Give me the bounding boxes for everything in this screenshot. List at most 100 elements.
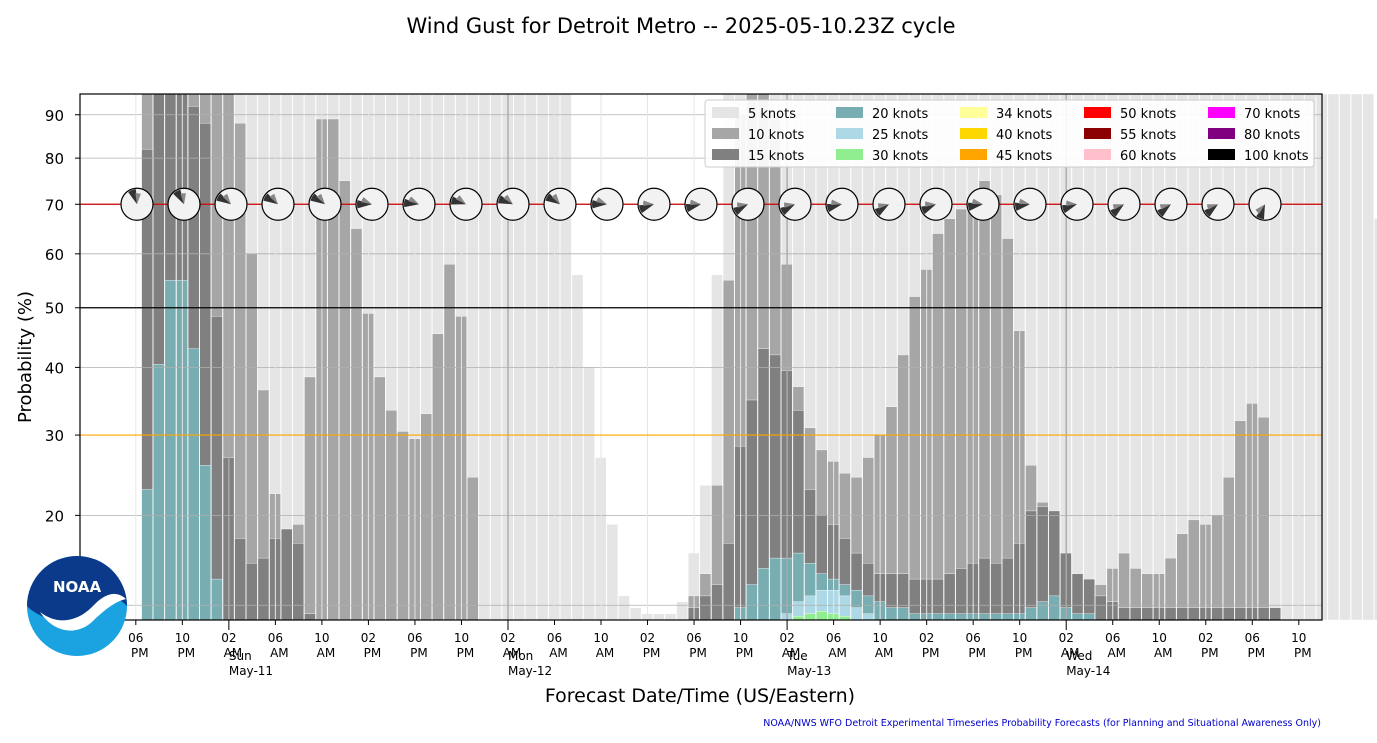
legend-label: 60 knots	[1120, 149, 1176, 164]
bar	[1118, 607, 1130, 621]
bar	[1362, 93, 1375, 621]
bar	[932, 613, 944, 621]
x-tick-ampm: PM	[1201, 646, 1219, 660]
bar	[280, 528, 293, 621]
legend-swatch	[836, 107, 863, 118]
x-tick-hour: 02	[361, 631, 376, 645]
bar	[525, 93, 537, 621]
bar	[1129, 607, 1142, 621]
x-tick-ampm: AM	[1154, 646, 1173, 660]
legend-label: 50 knots	[1120, 107, 1176, 122]
x-tick-ampm: AM	[270, 646, 289, 660]
bar	[1083, 93, 1095, 621]
legend-label: 20 knots	[872, 107, 928, 122]
bar	[304, 613, 316, 621]
y-axis-label: Probability (%)	[15, 291, 36, 423]
bar	[571, 274, 584, 621]
legend-swatch	[712, 149, 739, 160]
x-tick-day: Mon	[508, 649, 533, 663]
bar	[513, 93, 526, 621]
x-tick-ampm: PM	[736, 646, 754, 660]
x-tick-ampm: PM	[1247, 646, 1265, 660]
x-tick-hour: 10	[1291, 631, 1306, 645]
x-tick-ampm: PM	[364, 646, 382, 660]
x-tick-day: Tue	[786, 649, 808, 663]
legend: 5 knots 10 knots 15 knots 20 knots 25 knots 3…	[704, 99, 1315, 168]
y-tick-label: 60	[45, 246, 64, 264]
bar	[943, 613, 956, 621]
x-tick-day: Wed	[1066, 649, 1092, 663]
x-tick-ampm: AM	[1107, 646, 1126, 660]
bar	[1234, 607, 1247, 621]
wind-direction-markers	[120, 187, 1282, 221]
footer-credit: NOAA/NWS WFO Detroit Experimental Timese…	[763, 718, 1321, 729]
bar	[815, 611, 828, 621]
bar	[1071, 573, 1084, 621]
bar	[1257, 607, 1270, 621]
x-axis-label: Forecast Date/Time (US/Eastern)	[545, 685, 855, 707]
bar	[664, 613, 677, 621]
bar	[443, 264, 456, 621]
bar	[153, 364, 165, 621]
x-tick-hour: 10	[733, 631, 748, 645]
x-tick-ampm: PM	[457, 646, 475, 660]
bar	[397, 431, 409, 621]
bar	[1002, 557, 1014, 621]
legend-swatch	[712, 107, 739, 118]
bar	[490, 93, 502, 621]
legend-swatch	[1208, 128, 1235, 139]
bar	[1269, 93, 1281, 621]
bar	[978, 613, 991, 621]
bar	[757, 568, 770, 621]
wind-direction-marker	[778, 187, 812, 221]
legend-label: 15 knots	[748, 149, 804, 164]
bar	[955, 208, 967, 621]
x-tick-ampm: AM	[596, 646, 615, 660]
bar	[374, 376, 386, 621]
bar	[955, 568, 967, 621]
legend-swatch	[1084, 149, 1111, 160]
legend-label: 34 knots	[996, 107, 1052, 122]
bar	[583, 367, 595, 621]
bar	[1211, 607, 1223, 621]
x-tick-day: May-14	[1066, 664, 1110, 678]
wind-direction-marker	[1248, 187, 1282, 221]
x-tick-hour: 02	[640, 631, 655, 645]
bar	[211, 316, 223, 621]
bar	[1269, 607, 1281, 621]
y-tick-label: 30	[45, 427, 64, 445]
y-axis: 20 30 40 50 60 70 80 90	[45, 107, 80, 525]
bar	[862, 613, 874, 621]
legend-swatch	[960, 128, 987, 139]
wind-direction-marker	[496, 187, 530, 221]
x-tick-hour: 10	[1152, 631, 1167, 645]
bar	[897, 607, 909, 621]
bar	[629, 607, 642, 621]
wind-direction-marker	[637, 187, 671, 221]
bar	[1350, 93, 1363, 621]
bar	[211, 578, 223, 621]
x-tick-hour: 10	[872, 631, 887, 645]
legend-label: 25 knots	[872, 128, 928, 143]
legend-label: 40 knots	[996, 128, 1052, 143]
legend-swatch	[836, 128, 863, 139]
bar	[1223, 477, 1235, 621]
bar	[1071, 613, 1084, 621]
bar	[1257, 417, 1270, 621]
x-tick-hour: 06	[966, 631, 981, 645]
legend-label: 55 knots	[1120, 128, 1176, 143]
x-tick-hour: 02	[1198, 631, 1213, 645]
bar	[1036, 601, 1049, 621]
bar	[257, 557, 270, 621]
bar	[1048, 595, 1061, 621]
x-tick-hour: 06	[547, 631, 562, 645]
wind-direction-marker	[966, 187, 1000, 221]
bar	[1176, 607, 1188, 621]
x-tick-day: May-11	[229, 664, 273, 678]
x-tick-ampm: AM	[782, 646, 801, 660]
legend-label: 45 knots	[996, 149, 1052, 164]
bar	[1025, 510, 1037, 621]
bar	[1164, 607, 1177, 621]
bar	[1071, 93, 1084, 621]
legend-swatch	[1084, 107, 1111, 118]
